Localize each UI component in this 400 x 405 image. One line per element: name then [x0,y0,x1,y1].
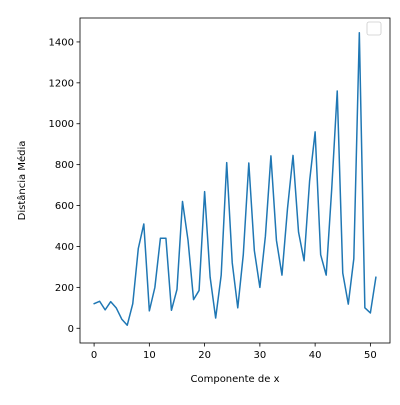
y-tick-label: 1200 [49,78,74,89]
y-tick-label: 600 [55,201,74,212]
x-axis-label: Componente de x [191,374,280,385]
series-line [93,31,377,326]
y-tick-label: 1400 [49,37,74,48]
x-tick-label: 10 [143,350,156,361]
legend-box [366,21,382,36]
series-layer [93,31,377,326]
y-tick-label: 200 [55,283,74,294]
x-tick-label: 0 [91,350,97,361]
x-tick-label: 50 [364,350,377,361]
x-tick-label: 30 [253,350,266,361]
axis-ticks: 0 10 20 30 40 50 0 200 400 600 800 1000 1200 1400 [49,37,377,361]
x-tick-label: 40 [309,350,322,361]
y-tick-label: 1000 [49,119,74,130]
plot-frame [79,17,391,344]
x-tick-label: 20 [198,350,211,361]
y-tick-label: 800 [55,160,74,171]
y-tick-label: 0 [68,324,74,335]
y-axis-label: Distância Média [16,141,28,221]
y-tick-label: 400 [55,242,74,253]
